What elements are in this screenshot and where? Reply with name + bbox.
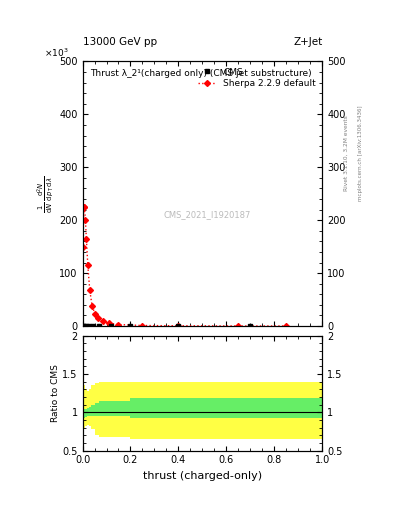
Legend: CMS, Sherpa 2.2.9 default: CMS, Sherpa 2.2.9 default: [196, 66, 318, 90]
CMS: [91, 323, 95, 329]
CMS: [81, 323, 86, 329]
CMS: [86, 323, 91, 329]
CMS: [176, 323, 181, 329]
X-axis label: thrust (charged-only): thrust (charged-only): [143, 471, 262, 481]
Text: Thrust λ_2¹(charged only) (CMS jet substructure): Thrust λ_2¹(charged only) (CMS jet subst…: [90, 70, 311, 78]
Y-axis label: $\frac{1}{\mathrm{d}N}\,\frac{\mathrm{d}^2N}{\mathrm{d}\,p_\mathrm{T}\,\mathrm{d: $\frac{1}{\mathrm{d}N}\,\frac{\mathrm{d}…: [36, 175, 56, 212]
Sherpa 2.2.9 default: [83, 217, 88, 223]
Line: Sherpa 2.2.9 default: Sherpa 2.2.9 default: [81, 205, 288, 328]
Sherpa 2.2.9 default: [236, 323, 241, 329]
Sherpa 2.2.9 default: [84, 236, 89, 242]
Sherpa 2.2.9 default: [107, 320, 111, 326]
Sherpa 2.2.9 default: [82, 204, 87, 210]
Text: Rivet 3.1.10, 3.2M events: Rivet 3.1.10, 3.2M events: [344, 116, 349, 191]
Sherpa 2.2.9 default: [284, 323, 288, 329]
CMS: [128, 323, 133, 329]
Sherpa 2.2.9 default: [176, 323, 181, 329]
Sherpa 2.2.9 default: [90, 303, 94, 309]
CMS: [248, 323, 253, 329]
CMS: [82, 323, 87, 329]
Text: CMS_2021_I1920187: CMS_2021_I1920187: [163, 210, 251, 220]
Line: CMS: CMS: [81, 324, 253, 328]
Sherpa 2.2.9 default: [116, 322, 121, 328]
Sherpa 2.2.9 default: [93, 311, 97, 317]
Text: $\times10^3$: $\times10^3$: [44, 47, 69, 59]
CMS: [109, 323, 114, 329]
Sherpa 2.2.9 default: [87, 287, 92, 293]
Sherpa 2.2.9 default: [81, 204, 86, 210]
Sherpa 2.2.9 default: [81, 244, 85, 250]
Text: mcplots.cern.ch [arXiv:1306.3436]: mcplots.cern.ch [arXiv:1306.3436]: [358, 106, 363, 201]
Y-axis label: Ratio to CMS: Ratio to CMS: [51, 364, 59, 422]
Text: 13000 GeV pp: 13000 GeV pp: [83, 37, 157, 47]
Sherpa 2.2.9 default: [96, 315, 101, 321]
Sherpa 2.2.9 default: [85, 262, 90, 268]
Sherpa 2.2.9 default: [101, 318, 105, 324]
CMS: [84, 323, 88, 329]
Sherpa 2.2.9 default: [140, 323, 145, 329]
CMS: [97, 323, 102, 329]
Text: Z+Jet: Z+Jet: [293, 37, 322, 47]
